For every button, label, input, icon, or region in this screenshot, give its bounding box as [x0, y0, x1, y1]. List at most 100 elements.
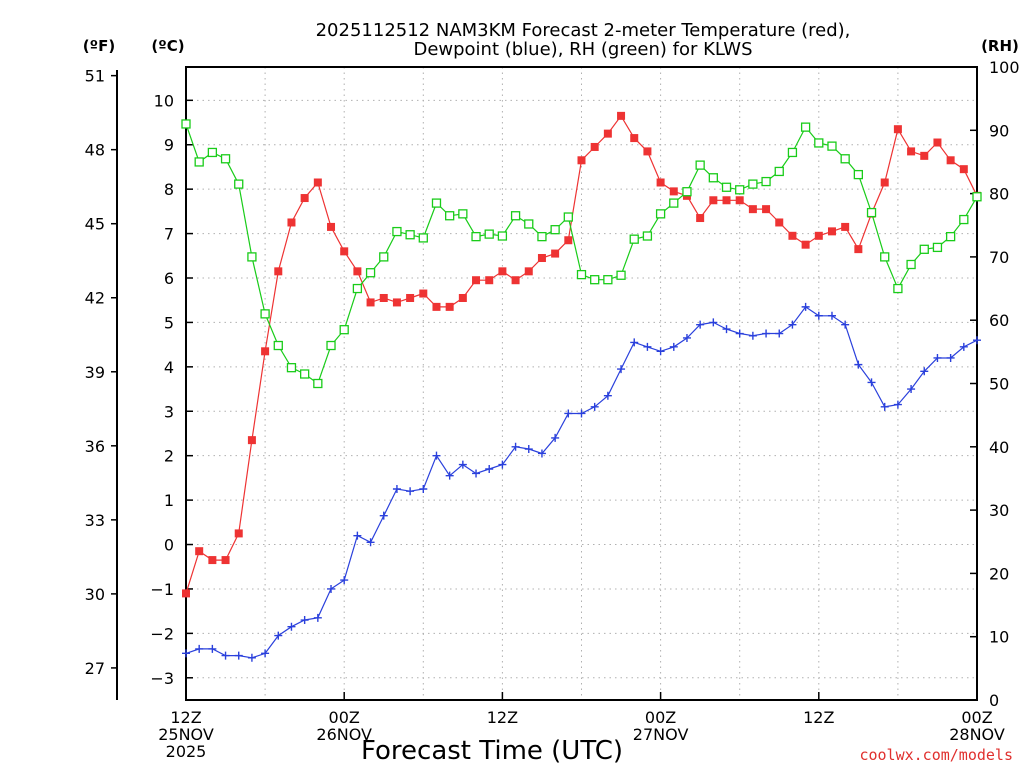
dewpoint-point — [195, 644, 204, 653]
grid-lines — [186, 67, 977, 700]
rh-point — [708, 173, 718, 183]
rh-point — [220, 154, 231, 164]
dewpoint-point — [353, 531, 362, 540]
temperature-point — [590, 142, 599, 151]
rh-point — [313, 378, 323, 389]
temperature-point — [406, 293, 415, 302]
temperature-point — [287, 218, 296, 227]
dewpoint-point — [300, 616, 309, 625]
dewpoint-point — [709, 318, 718, 327]
dewpoint-point — [893, 400, 902, 409]
celsius-unit-label: (ºC) — [151, 37, 184, 55]
dewpoint-point — [485, 465, 494, 474]
fahrenheit-tick-label: 39 — [85, 363, 105, 382]
temperature-point — [392, 298, 401, 307]
temperature-point — [564, 236, 573, 245]
rh-point — [906, 259, 916, 270]
rh-point — [352, 283, 363, 294]
rh-point — [655, 209, 666, 219]
temperature-point — [537, 254, 546, 263]
dewpoint-point — [973, 336, 981, 345]
rh-point — [959, 214, 969, 225]
rh-point — [774, 166, 784, 177]
dewpoint-point — [551, 433, 560, 442]
temperature-point — [603, 129, 612, 138]
dewpoint-point — [854, 360, 863, 369]
temperature-point — [577, 156, 586, 165]
temperature-point — [524, 267, 533, 276]
rh-point — [866, 207, 877, 218]
dewpoint-point — [933, 353, 942, 362]
rh-tick-label: 50 — [989, 375, 1009, 394]
x-tick-label: 2025 — [166, 742, 207, 761]
rh-point — [497, 231, 508, 241]
x-tick-label: 25NOV — [158, 725, 214, 744]
data-series — [181, 111, 982, 662]
dewpoint-point — [827, 311, 836, 320]
rh-point — [365, 268, 376, 278]
dewpoint-point — [445, 471, 454, 480]
dewpoint-point — [748, 331, 757, 340]
temperature-point — [722, 196, 731, 205]
celsius-tick-label: −2 — [150, 624, 174, 643]
fahrenheit-tick-label: 48 — [85, 141, 105, 160]
rh-point — [379, 252, 389, 262]
celsius-tick-label: 3 — [164, 402, 174, 421]
x-tick-label: 12Z — [487, 708, 518, 727]
dewpoint-point — [182, 649, 190, 658]
axes: −3−2−10123456789102730333639424548510102… — [85, 58, 1020, 761]
dewpoint-point — [340, 576, 349, 585]
dewpoint-point — [656, 347, 665, 356]
rh-point — [194, 157, 204, 167]
fahrenheit-tick-label: 42 — [85, 289, 105, 308]
celsius-tick-label: 8 — [164, 180, 174, 199]
rh-point — [682, 187, 692, 197]
rh-point — [273, 340, 283, 351]
rh-point — [247, 252, 257, 262]
dewpoint-point — [630, 338, 639, 347]
dewpoint-point — [247, 653, 256, 662]
dewpoint-point — [682, 333, 691, 342]
temperature-point — [880, 178, 889, 187]
temperature-point — [788, 231, 797, 240]
celsius-tick-label: 7 — [164, 225, 174, 244]
temperature-point — [762, 205, 771, 214]
x-tick-label: 00Z — [329, 708, 360, 727]
fahrenheit-unit-label: (ºF) — [83, 37, 115, 55]
rh-point — [695, 160, 705, 170]
temperature-point — [379, 293, 388, 302]
rh-tick-label: 40 — [989, 438, 1009, 457]
fahrenheit-tick-label: 51 — [85, 67, 105, 86]
dewpoint-point — [920, 367, 929, 376]
temperature-point — [327, 222, 336, 231]
dewpoint-point — [590, 402, 599, 411]
rh-point — [484, 229, 494, 239]
dewpoint-point — [775, 329, 784, 338]
rh-point — [431, 198, 442, 208]
dewpoint-point — [261, 649, 270, 658]
temperature-point — [458, 293, 467, 302]
temperature-point — [827, 227, 836, 236]
dewpoint-point — [880, 402, 889, 411]
dewpoint-series — [182, 302, 981, 662]
rh-point — [576, 269, 587, 280]
dewpoint-point — [366, 538, 375, 547]
rh-point — [590, 275, 600, 285]
dewpoint-point — [498, 460, 507, 469]
celsius-tick-label: 5 — [164, 313, 174, 332]
rh-tick-label: 70 — [989, 248, 1009, 267]
dewpoint-point — [419, 485, 428, 493]
fahrenheit-tick-label: 33 — [85, 511, 105, 530]
temperature-point — [735, 196, 744, 205]
rh-point — [629, 234, 639, 244]
celsius-tick-label: 2 — [164, 447, 174, 466]
dewpoint-point — [841, 320, 850, 329]
temperature-point — [511, 276, 520, 285]
dewpoint-point — [313, 613, 322, 622]
rh-point — [932, 242, 943, 253]
dewpoint-point — [524, 445, 533, 454]
celsius-tick-label: 6 — [164, 269, 174, 288]
chart-title-line2: Dewpoint (blue), RH (green) for KLWS — [413, 39, 752, 60]
rh-point — [392, 226, 402, 237]
dewpoint-point — [722, 325, 731, 334]
